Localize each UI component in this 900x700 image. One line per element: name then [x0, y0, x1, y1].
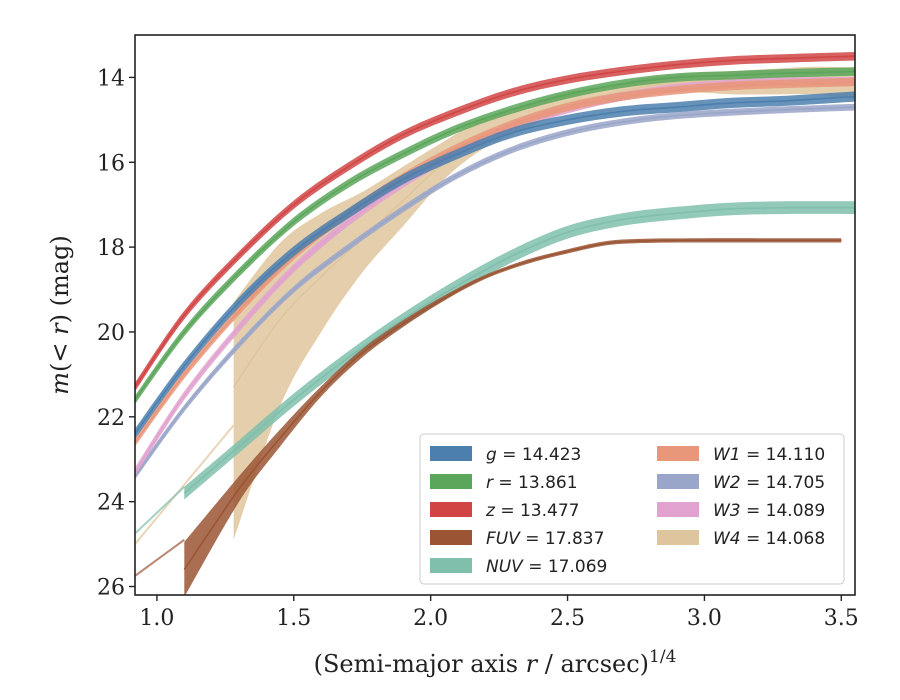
y-axis: 14 16 18 20 22 24 26	[97, 66, 135, 601]
legend-label: NUV = 17.069	[486, 557, 607, 577]
x-tick-label: 2.5	[550, 606, 585, 631]
legend-label: W3 = 14.089	[713, 501, 825, 521]
series-z	[135, 52, 855, 392]
legend-swatch	[430, 530, 472, 545]
series-z-line	[135, 55, 855, 388]
legend-swatch	[430, 558, 472, 573]
legend-value: = 17.069	[523, 557, 608, 577]
legend-swatch	[430, 502, 472, 517]
series-w2-line	[135, 106, 855, 477]
series-r	[135, 67, 855, 405]
legend-variable: NUV	[486, 557, 524, 577]
legend-label: W2 = 14.705	[713, 473, 825, 493]
legend-variable: z	[485, 501, 496, 521]
legend-label: z = 13.477	[485, 501, 579, 521]
series-nuv-extrapolation	[135, 486, 185, 535]
legend-value: = 14.110	[741, 445, 826, 465]
legend-label: r = 13.861	[486, 473, 578, 493]
series-g-band	[135, 91, 855, 439]
legend-swatch	[430, 446, 472, 461]
legend-variable: W2	[713, 473, 741, 493]
legend-swatch	[657, 530, 699, 545]
y-tick-label: 18	[97, 236, 125, 261]
series-fuv-line	[183, 239, 842, 570]
legend-item-nuv: NUV = 17.069	[430, 557, 607, 577]
y-tick-label: 24	[97, 491, 125, 516]
legend-value: = 14.423	[497, 445, 582, 465]
legend-value: = 13.477	[495, 501, 580, 521]
legend-swatch	[657, 446, 699, 461]
series-g-line	[135, 95, 855, 435]
x-axis-title: (Semi-major axis r / arcsec)1/4	[314, 647, 677, 678]
y-axis-title: m(< r) (mag)	[46, 235, 74, 395]
series-fuv	[135, 238, 842, 595]
legend-variable: g	[486, 445, 497, 465]
y-tick-label: 14	[97, 66, 125, 91]
legend-item-w1: W1 = 14.110	[657, 445, 825, 465]
series-r-line	[135, 70, 855, 401]
series-layer	[135, 52, 855, 595]
series-g	[135, 91, 855, 439]
legend-swatch	[657, 474, 699, 489]
legend-value: = 14.705	[741, 473, 826, 493]
legend-item-r: r = 13.861	[430, 473, 578, 493]
series-w1	[135, 77, 855, 447]
legend-item-w2: W2 = 14.705	[657, 473, 825, 493]
legend-variable: r	[486, 473, 494, 493]
legend-label: W1 = 14.110	[713, 445, 825, 465]
legend-item-z: z = 13.477	[430, 501, 579, 521]
series-nuv-line	[183, 206, 855, 494]
legend-item-w4: W4 = 14.068	[657, 529, 825, 549]
series-r-band	[135, 67, 855, 405]
legend-box	[419, 433, 845, 585]
legend-variable: FUV	[486, 529, 521, 549]
series-nuv	[135, 201, 855, 535]
legend-label: FUV = 17.837	[486, 529, 604, 549]
legend-label: W4 = 14.068	[713, 529, 825, 549]
legend-item-fuv: FUV = 17.837	[430, 529, 604, 549]
legend-label: g = 14.423	[486, 445, 581, 465]
legend-variable: W4	[713, 529, 741, 549]
y-tick-label: 26	[97, 576, 125, 601]
series-fuv-extrapolation	[135, 538, 185, 577]
series-w4-extrapolation	[135, 424, 235, 545]
x-tick-label: 3.5	[824, 606, 859, 631]
x-tick-label: 1.0	[139, 606, 174, 631]
y-tick-label: 16	[97, 151, 125, 176]
x-tick-label: 3.0	[687, 606, 722, 631]
legend-swatch	[657, 502, 699, 517]
legend-variable: W1	[713, 445, 741, 465]
y-tick-label: 22	[97, 406, 125, 431]
legend-item-g: g = 14.423	[430, 445, 581, 465]
legend-value: = 13.861	[493, 473, 578, 493]
x-tick-label: 1.5	[276, 606, 311, 631]
series-w2	[135, 103, 855, 480]
x-axis: 1.0 1.5 2.0 2.5 3.0 3.5	[139, 595, 859, 631]
legend-swatch	[430, 474, 472, 489]
legend-value: = 14.068	[741, 529, 826, 549]
legend-value: = 17.837	[520, 529, 605, 549]
legend-value: = 14.089	[741, 501, 826, 521]
y-tick-label: 20	[97, 321, 125, 346]
series-w1-line	[135, 81, 855, 443]
x-tick-label: 2.0	[413, 606, 448, 631]
legend-variable: W3	[713, 501, 741, 521]
plot-frame	[134, 34, 856, 596]
legend-item-w3: W3 = 14.089	[657, 501, 825, 521]
